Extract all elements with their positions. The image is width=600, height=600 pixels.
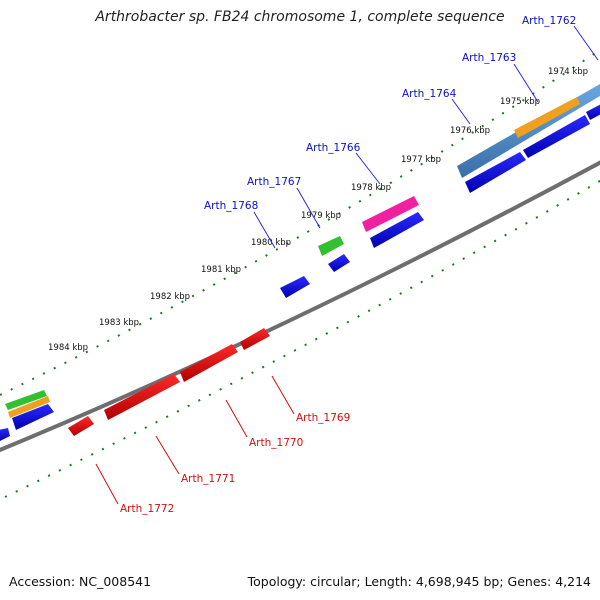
kbp-label: 1978 kbp <box>351 183 391 193</box>
kbp-label: 1982 kbp <box>150 292 190 302</box>
gene-label-arth-1762[interactable]: Arth_1762 <box>522 15 576 27</box>
kbp-labels: 1974 kbp 1975 kbp 1976 kbp 1977 kbp 1978… <box>48 67 588 353</box>
gene-label-arth-1771[interactable]: Arth_1771 <box>181 473 235 485</box>
bottom-gene-labels: Arth_1769 Arth_1770 Arth_1771 Arth_1772 <box>95 375 350 515</box>
feature-green[interactable] <box>5 390 47 410</box>
gene-arrow[interactable] <box>370 212 424 248</box>
kbp-label: 1984 kbp <box>48 343 88 353</box>
kbp-label: 1976 kbp <box>450 126 490 136</box>
gene-label-arth-1764[interactable]: Arth_1764 <box>402 88 457 100</box>
top-gene-labels: Arth_1762 Arth_1763 Arth_1764 Arth_1766 … <box>204 15 599 249</box>
kbp-label: 1980 kbp <box>251 238 291 248</box>
gene-label-arth-1766[interactable]: Arth_1766 <box>306 142 361 154</box>
kbp-label: 1979 kbp <box>301 211 341 221</box>
feature-pink[interactable] <box>362 196 419 232</box>
feature-orange[interactable] <box>514 97 580 138</box>
leader-line <box>155 435 180 475</box>
leader-line <box>451 98 471 125</box>
kbp-label: 1977 kbp <box>401 155 441 165</box>
feature-bars <box>5 84 600 418</box>
leader-line <box>225 399 248 438</box>
kbp-label: 1981 kbp <box>201 265 241 275</box>
gene-arrow[interactable] <box>104 374 180 420</box>
kbp-label: 1975 kbp <box>500 97 540 107</box>
genome-summary-text: Topology: circular; Length: 4,698,945 bp… <box>247 574 591 589</box>
kbp-label: 1974 kbp <box>548 67 588 77</box>
leader-line <box>95 463 119 505</box>
accession-text: Accession: NC_008541 <box>9 574 152 589</box>
forward-genes <box>0 102 600 442</box>
gene-label-arth-1770[interactable]: Arth_1770 <box>249 437 303 449</box>
feature-orange[interactable] <box>8 396 50 418</box>
gene-arrow[interactable] <box>240 328 270 350</box>
gene-label-arth-1767[interactable]: Arth_1767 <box>247 176 301 188</box>
gene-arrow[interactable] <box>68 416 94 436</box>
leader-line <box>573 25 599 61</box>
kbp-label: 1983 kbp <box>99 318 139 328</box>
map-title: Arthrobacter sp. FB24 chromosome 1, comp… <box>95 9 505 25</box>
gene-arrow[interactable] <box>328 254 350 272</box>
gene-arrow[interactable] <box>180 344 238 382</box>
reverse-genes <box>68 328 270 436</box>
leader-line <box>253 211 276 249</box>
gene-label-arth-1772[interactable]: Arth_1772 <box>120 503 174 515</box>
gene-label-arth-1763[interactable]: Arth_1763 <box>462 52 516 64</box>
gene-arrow[interactable] <box>280 276 310 298</box>
gene-label-arth-1769[interactable]: Arth_1769 <box>296 412 350 424</box>
leader-line <box>355 152 381 185</box>
gene-arrow[interactable] <box>523 115 590 158</box>
feature-green[interactable] <box>318 236 344 256</box>
leader-line <box>513 63 539 103</box>
gene-arrow[interactable] <box>12 404 54 430</box>
gene-arrow[interactable] <box>586 102 600 120</box>
gene-arrow[interactable] <box>0 428 10 442</box>
gene-arrow[interactable] <box>465 152 526 193</box>
gene-label-arth-1768[interactable]: Arth_1768 <box>204 200 258 212</box>
leader-line <box>271 375 295 415</box>
backbone-line <box>0 160 600 453</box>
leader-line <box>296 187 321 229</box>
inner-tick-track <box>4 179 600 498</box>
